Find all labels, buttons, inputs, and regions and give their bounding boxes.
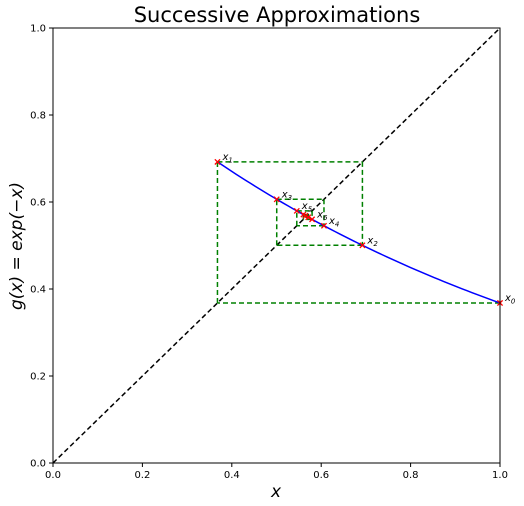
point-label: x5: [301, 201, 313, 214]
point-marker: [293, 207, 300, 214]
x-tick-label: 0.2: [134, 470, 150, 481]
y-tick-label: 0.2: [30, 372, 46, 383]
point-label: x4: [328, 216, 339, 229]
x-axis-label: x: [270, 482, 282, 502]
y-tick-label: 0.8: [30, 111, 46, 122]
x-tick-label: 0.6: [313, 470, 329, 481]
axes-frame: [52, 27, 501, 464]
x-tick-label: 0.4: [224, 470, 240, 481]
plot-area: x0 x1 x2 x3 x4 x5 x6: [52, 27, 516, 464]
point-marker: [309, 216, 316, 223]
marker-stroke: [300, 211, 307, 218]
marker-stroke: [359, 242, 366, 249]
chart-title: Successive Approximations: [134, 3, 421, 27]
point-label: x3: [281, 189, 292, 202]
marker-stroke: [214, 158, 221, 165]
point-label: x6: [316, 209, 328, 222]
point-marker: [320, 222, 328, 229]
point-marker: [214, 158, 221, 165]
point-marker: [273, 196, 280, 203]
marker-stroke: [309, 216, 316, 223]
g-curve: [217, 161, 501, 304]
y-tick-label: 1.0: [30, 24, 46, 35]
point-marker: [359, 242, 366, 249]
point-label: x2: [366, 235, 378, 248]
marker-stroke: [320, 222, 328, 229]
y-tick-label: 0.0: [30, 459, 46, 470]
y-tick-label: 0.4: [30, 285, 46, 296]
point-label: x1: [221, 152, 232, 165]
axis-ticks: 0.0 0.2 0.4 0.6 0.8 1.0 0.0 0.2 0.4 0.6 0.8 1.0: [30, 24, 508, 482]
point-label: x0: [504, 293, 516, 306]
x-tick-label: 0.8: [403, 470, 419, 481]
marker-stroke: [273, 196, 280, 203]
marker-stroke: [305, 214, 312, 221]
marker-stroke: [293, 207, 300, 214]
y-axis-label: g(x) = exp(−x): [7, 182, 27, 310]
x-tick-label: 0.0: [45, 470, 61, 481]
marker-stroke: [302, 212, 309, 219]
point-marker: [302, 212, 309, 219]
y-tick-label: 0.6: [30, 198, 46, 209]
x-tick-label: 1.0: [492, 470, 508, 481]
